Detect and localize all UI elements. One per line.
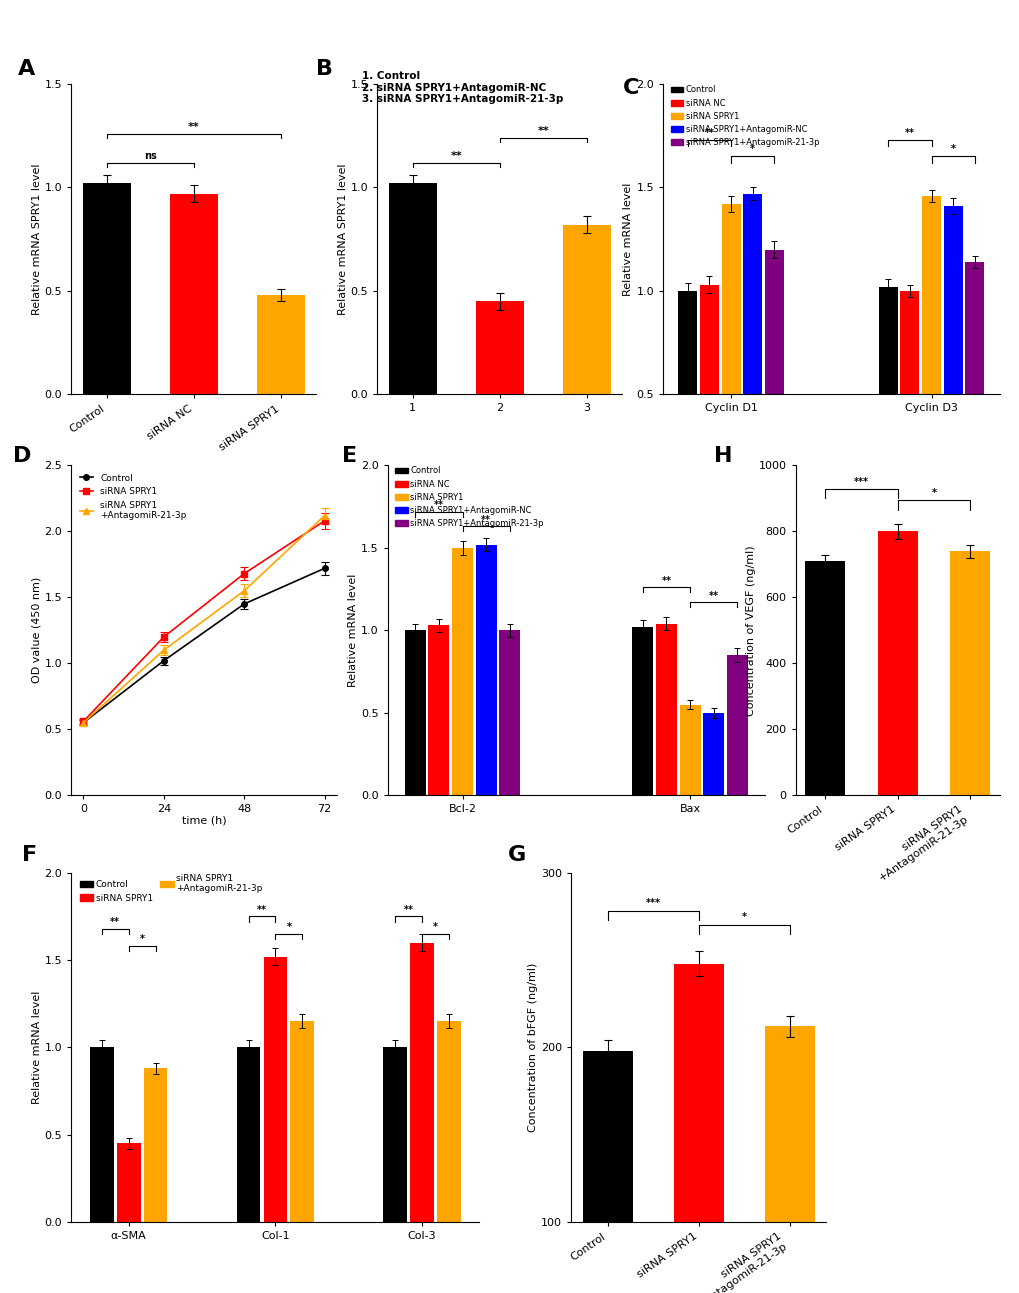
Bar bbox=[169, 194, 218, 394]
Text: **: ** bbox=[404, 905, 414, 914]
Y-axis label: Relative mRNA SPRY1 level: Relative mRNA SPRY1 level bbox=[32, 163, 42, 315]
Bar bbox=[290, 1021, 314, 1222]
Text: **: ** bbox=[537, 125, 549, 136]
X-axis label: time (h): time (h) bbox=[181, 816, 226, 826]
Bar bbox=[804, 561, 844, 795]
Bar bbox=[117, 1143, 141, 1222]
Y-axis label: Relative mRNA level: Relative mRNA level bbox=[32, 990, 42, 1104]
Bar bbox=[263, 957, 287, 1222]
Bar bbox=[943, 206, 962, 498]
Text: C: C bbox=[622, 78, 638, 98]
Y-axis label: Concentration of VEGF (ng/ml): Concentration of VEGF (ng/ml) bbox=[745, 546, 755, 715]
Bar bbox=[679, 705, 700, 795]
Bar bbox=[764, 250, 783, 498]
Bar bbox=[383, 1047, 407, 1222]
Text: **: ** bbox=[257, 905, 267, 914]
Bar bbox=[437, 1021, 461, 1222]
Bar bbox=[451, 548, 473, 795]
Bar bbox=[582, 1051, 632, 1293]
Bar bbox=[388, 184, 436, 394]
Legend: Control, siRNA SPRY1, siRNA SPRY1
+AntagomiR-21-3p: Control, siRNA SPRY1, siRNA SPRY1 +Antag… bbox=[75, 469, 191, 524]
Text: ***: *** bbox=[853, 477, 868, 487]
Bar bbox=[428, 626, 448, 795]
Text: G: G bbox=[507, 844, 525, 865]
Text: B: B bbox=[316, 59, 333, 79]
Text: *: * bbox=[930, 489, 935, 498]
Y-axis label: Relative mRNA level: Relative mRNA level bbox=[623, 182, 633, 296]
Text: **: ** bbox=[660, 575, 671, 586]
Text: D: D bbox=[13, 446, 32, 465]
Text: F: F bbox=[22, 844, 38, 865]
Bar bbox=[921, 195, 941, 498]
Bar bbox=[743, 194, 761, 498]
Text: **: ** bbox=[433, 500, 443, 509]
Text: **: ** bbox=[187, 122, 200, 132]
Text: 1. Control
2. siRNA SPRY1+AntagomiR-NC
3. siRNA SPRY1+AntagomiR-21-3p: 1. Control 2. siRNA SPRY1+AntagomiR-NC 3… bbox=[362, 71, 562, 105]
Bar bbox=[499, 630, 520, 795]
Text: **: ** bbox=[481, 515, 491, 525]
Bar bbox=[144, 1068, 167, 1222]
Bar bbox=[950, 551, 989, 795]
Text: **: ** bbox=[708, 591, 718, 601]
Text: *: * bbox=[140, 935, 145, 944]
Text: ns: ns bbox=[144, 150, 156, 160]
Bar bbox=[703, 712, 723, 795]
Y-axis label: OD value (450 nm): OD value (450 nm) bbox=[32, 577, 42, 684]
Text: E: E bbox=[342, 446, 357, 465]
Text: *: * bbox=[433, 922, 437, 932]
Text: **: ** bbox=[904, 128, 914, 138]
Legend: Control, siRNA NC, siRNA SPRY1, siRNA SPRY1+AntagomiR-NC, siRNA SPRY1+AntagomiR-: Control, siRNA NC, siRNA SPRY1, siRNA SP… bbox=[666, 81, 821, 150]
Bar bbox=[405, 630, 425, 795]
Bar bbox=[878, 287, 897, 498]
Bar bbox=[678, 291, 697, 498]
Text: H: H bbox=[713, 446, 732, 465]
Bar bbox=[655, 623, 677, 795]
Bar bbox=[727, 656, 747, 795]
Bar bbox=[632, 627, 652, 795]
Bar bbox=[562, 225, 610, 394]
Bar bbox=[720, 204, 740, 498]
Text: *: * bbox=[741, 912, 746, 922]
Text: *: * bbox=[950, 145, 955, 154]
Text: **: ** bbox=[704, 128, 713, 138]
Legend: Control, siRNA NC, siRNA SPRY1, siRNA SPRY1+AntagomiR-NC, siRNA SPRY1+AntagomiR-: Control, siRNA NC, siRNA SPRY1, siRNA SP… bbox=[391, 463, 546, 531]
Bar bbox=[475, 544, 496, 795]
Text: **: ** bbox=[110, 917, 120, 927]
Bar bbox=[257, 295, 305, 394]
Bar bbox=[699, 284, 718, 498]
Y-axis label: Concentration of bFGF (ng/ml): Concentration of bFGF (ng/ml) bbox=[528, 963, 538, 1131]
Bar bbox=[764, 1027, 814, 1293]
Text: A: A bbox=[17, 59, 35, 79]
Bar bbox=[236, 1047, 260, 1222]
Bar bbox=[876, 531, 917, 795]
Text: ***: *** bbox=[645, 897, 660, 908]
Bar bbox=[673, 963, 723, 1293]
Bar bbox=[964, 262, 983, 498]
Text: *: * bbox=[286, 922, 291, 932]
Bar bbox=[83, 184, 130, 394]
Y-axis label: Relative mRNA SPRY1 level: Relative mRNA SPRY1 level bbox=[337, 163, 347, 315]
Y-axis label: Relative mRNA level: Relative mRNA level bbox=[347, 574, 358, 687]
Text: **: ** bbox=[449, 150, 462, 160]
Bar bbox=[475, 301, 524, 394]
Text: *: * bbox=[749, 145, 754, 154]
Bar bbox=[900, 291, 918, 498]
Bar bbox=[90, 1047, 113, 1222]
Legend: Control, siRNA SPRY1, siRNA SPRY1
+AntagomiR-21-3p: Control, siRNA SPRY1, siRNA SPRY1 +Antag… bbox=[75, 870, 266, 906]
Bar bbox=[410, 943, 433, 1222]
